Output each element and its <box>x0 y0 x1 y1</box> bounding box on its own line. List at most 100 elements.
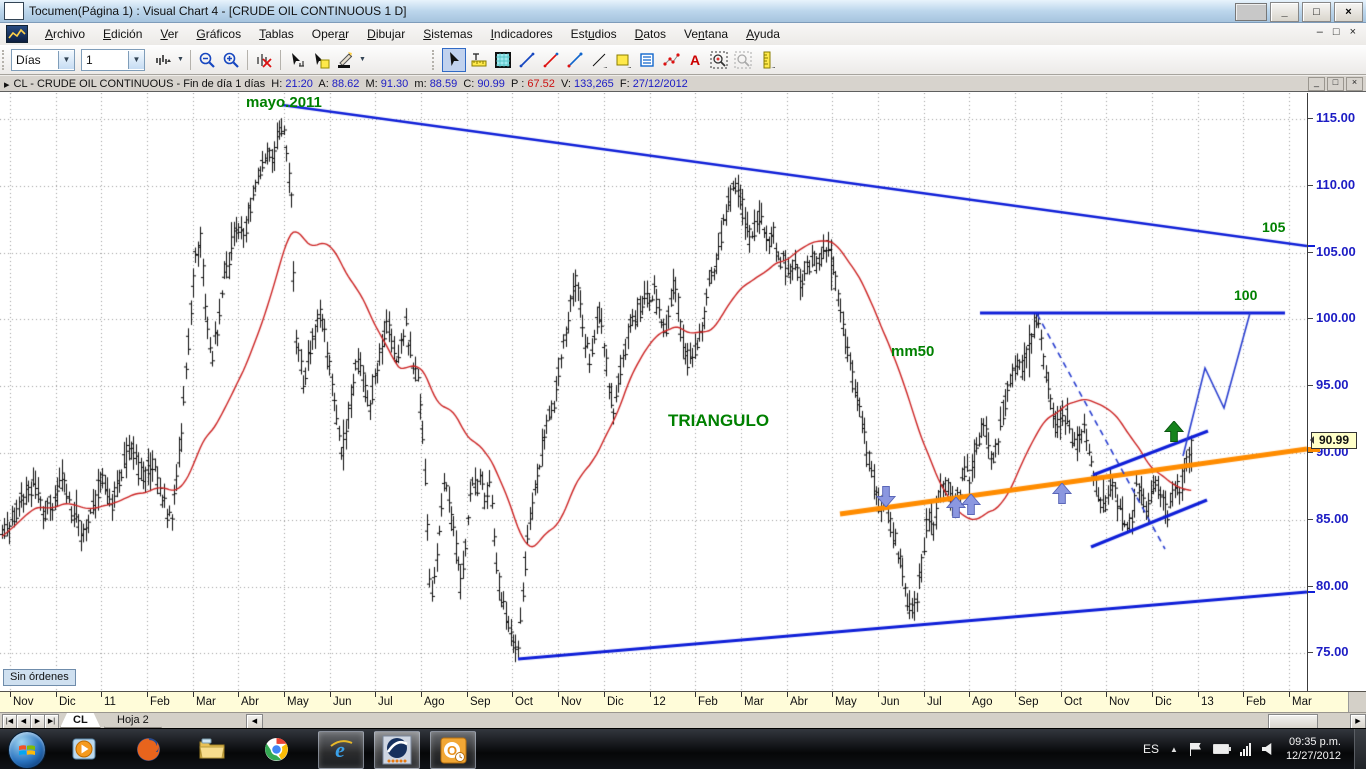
menu-item-dibujar[interactable]: Dibujar <box>367 27 406 41</box>
time-axis[interactable]: Nov Dic 11 Feb Mar Abr May Jun Jul Ago Sep Oct Nov Di… <box>0 691 1366 713</box>
hscroll-thumb[interactable] <box>1268 714 1318 729</box>
menu-item-estudios[interactable]: Estudios <box>570 27 617 41</box>
taskbar-firefox-button[interactable] <box>126 731 170 767</box>
price-tick-label: 115.00 <box>1316 110 1356 125</box>
taskbar-explorer-button[interactable] <box>190 731 234 767</box>
trend-line-red-icon[interactable] <box>540 49 562 71</box>
zoom-region-icon[interactable] <box>708 49 730 71</box>
label-triangulo: TRIANGULO <box>668 411 770 430</box>
delete-bars-icon[interactable] <box>253 49 275 71</box>
menu-item-ventana[interactable]: Ventana <box>684 27 729 41</box>
language-indicator[interactable]: ES <box>1143 742 1160 756</box>
menu-item-datos[interactable]: Datos <box>634 27 667 41</box>
rectangle-tool-icon[interactable] <box>612 49 634 71</box>
menu-item-archivo[interactable]: Archivo <box>45 27 86 41</box>
menu-item-ayuda[interactable]: Ayuda <box>746 27 780 41</box>
svg-text:A: A <box>690 52 700 68</box>
menu-item-indicadores[interactable]: Indicadores <box>490 27 553 41</box>
time-tick-label: Oct <box>515 696 533 708</box>
toolbar-group-left: Días ▼ 1 ▼ ▼ ▼ <box>0 47 368 72</box>
chart-type-icon[interactable] <box>152 49 174 71</box>
zoom-region-off-icon[interactable] <box>732 49 754 71</box>
chart-close-icon[interactable]: × <box>1346 77 1363 91</box>
quote-value: 88.59 <box>429 78 464 90</box>
sheet-tab-cl[interactable]: CL <box>60 713 101 728</box>
action-center-icon[interactable] <box>1189 742 1202 756</box>
app-icon <box>4 2 24 20</box>
quote-value: 133,265 <box>574 78 620 90</box>
fill-pattern-icon[interactable] <box>492 49 514 71</box>
volume-icon[interactable] <box>1261 743 1272 755</box>
chart-window-icon[interactable] <box>6 25 28 43</box>
time-tick-label: Dic <box>1155 696 1172 708</box>
zoom-out-icon[interactable] <box>196 49 218 71</box>
select-pointer-icon[interactable] <box>442 47 466 72</box>
close-button[interactable]: × <box>1334 2 1363 22</box>
mdi-close-icon[interactable]: × <box>1349 26 1356 38</box>
tray-expand-icon[interactable]: ▲ <box>1170 744 1178 754</box>
period-dropdown-icon[interactable]: ▼ <box>58 50 74 69</box>
titlebar-blank-button[interactable] <box>1235 3 1267 21</box>
text-tool-icon[interactable]: A <box>684 49 706 71</box>
trend-line-thin-icon[interactable] <box>588 49 610 71</box>
start-button[interactable] <box>8 731 46 769</box>
sheet-nav-button-3[interactable]: ▶| <box>44 714 59 729</box>
trendline-edge-tick <box>1308 244 1315 248</box>
sheet-nav-button-2[interactable]: ▶ <box>30 714 45 729</box>
battery-icon[interactable] <box>1212 744 1231 754</box>
sheet-nav-button-1[interactable]: ◀ <box>16 714 31 729</box>
quote-value: 21:20 <box>285 78 319 90</box>
show-desktop-button[interactable] <box>1354 729 1366 769</box>
price-axis[interactable]: 115.00 110.00 105.00 100.00 95.00 90.00 85.00 8… <box>1307 93 1366 692</box>
compression-dropdown-icon[interactable]: ▼ <box>128 50 144 69</box>
menu-item-sistemas[interactable]: Sistemas <box>423 27 473 41</box>
taskbar-media-player-button[interactable] <box>62 731 106 767</box>
label-mayo-2011: mayo.2011 <box>246 94 322 111</box>
menu-item-ver[interactable]: Ver <box>160 27 179 41</box>
taskbar-internet-explorer-button[interactable]: e <box>318 731 364 769</box>
time-tick <box>1289 692 1290 697</box>
time-tick-label: Mar <box>196 696 216 708</box>
sheet-nav-button-0[interactable]: |◀ <box>2 714 17 729</box>
draw-pen-icon[interactable] <box>334 49 356 71</box>
measure-ruler-icon[interactable] <box>468 49 490 71</box>
dropdown-arrow-icon[interactable]: ▼ <box>177 56 184 63</box>
network-icon[interactable] <box>1239 742 1251 756</box>
compression-combobox[interactable]: 1 ▼ <box>81 48 145 71</box>
info-marker-icon: ▸ <box>4 78 10 91</box>
period-combobox[interactable]: Días ▼ <box>11 48 75 71</box>
mdi-minimize-icon[interactable]: – <box>1316 26 1323 38</box>
dropdown-arrow-icon[interactable]: ▼ <box>358 56 366 63</box>
trend-line-mixed-icon[interactable] <box>564 49 586 71</box>
taskbar-visual-chart-button[interactable] <box>374 731 420 769</box>
zoom-in-icon[interactable] <box>220 49 242 71</box>
chart-restore-icon[interactable]: □ <box>1327 77 1344 91</box>
restore-button[interactable]: □ <box>1302 2 1331 22</box>
tab-scroll-left-button[interactable]: ◀ <box>246 714 263 729</box>
sheet-tab-hoja-2[interactable]: Hoja 2 <box>104 713 162 728</box>
menu-item-graficos[interactable]: Gráficos <box>196 27 242 41</box>
mdi-restore-icon[interactable]: □ <box>1332 26 1340 38</box>
menu-item-tablas[interactable]: Tablas <box>259 27 294 41</box>
time-tick <box>1198 692 1199 697</box>
price-tick <box>1308 184 1313 186</box>
trend-line-blue-icon[interactable] <box>516 49 538 71</box>
pointer-note-icon[interactable] <box>310 49 332 71</box>
time-tick <box>1061 692 1062 697</box>
pointer-chart-icon[interactable] <box>286 49 308 71</box>
menu-item-edicion[interactable]: Edición <box>103 27 143 41</box>
price-tick <box>1308 652 1313 654</box>
taskbar-outlook-button[interactable]: O <box>430 731 476 769</box>
tab-scroll-right-button[interactable]: ▶ <box>1350 714 1366 729</box>
time-tick-label: Feb <box>698 696 718 708</box>
vertical-range-icon[interactable] <box>756 49 778 71</box>
chart-minimize-icon[interactable]: _ <box>1308 77 1325 91</box>
price-chart-canvas[interactable] <box>0 93 1307 692</box>
compression-value: 1 <box>86 52 93 67</box>
taskbar-chrome-button[interactable] <box>254 731 298 767</box>
point-link-icon[interactable] <box>660 49 682 71</box>
minimize-button[interactable]: _ <box>1270 2 1299 22</box>
clock[interactable]: 09:35 p.m. 12/27/2012 <box>1286 735 1341 763</box>
menu-item-operar[interactable]: Operar <box>311 27 350 41</box>
notes-paper-icon[interactable] <box>636 49 658 71</box>
